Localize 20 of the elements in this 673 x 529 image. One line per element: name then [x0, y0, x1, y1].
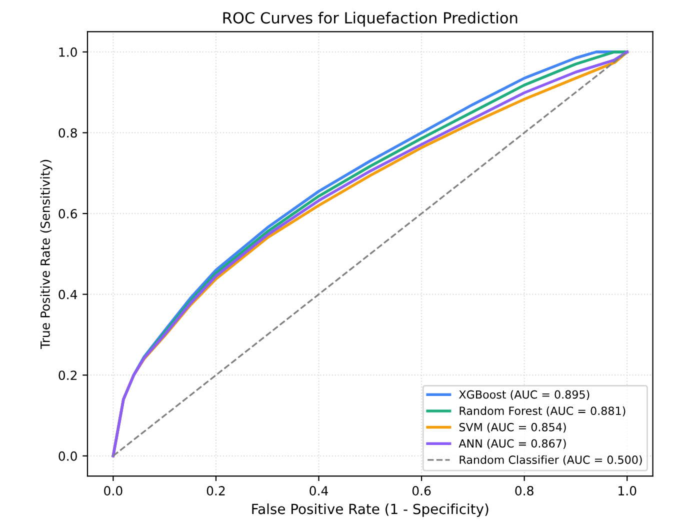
y-tick-label: 0.6	[58, 208, 77, 218]
legend-label: Random Classifier (AUC = 0.500)	[460, 455, 642, 466]
y-tick-label: 0.2	[58, 370, 77, 380]
y-tick-label: 1.0	[59, 47, 77, 57]
x-tick-label: 0.8	[515, 486, 534, 496]
x-tick-label: 0.2	[206, 486, 225, 496]
y-tick-label: 0.8	[58, 128, 77, 138]
x-axis-title: False Positive Rate (1 - Specificity)	[252, 503, 488, 517]
x-tick-label: 0.0	[104, 486, 122, 496]
chart-title: ROC Curves for Liquefaction Prediction	[223, 12, 518, 27]
legend-label: Random Forest (AUC = 0.881)	[460, 406, 626, 416]
x-tick-label: 1.0	[618, 486, 636, 496]
x-tick-label: 0.6	[412, 486, 431, 496]
y-tick-label: 0.0	[58, 451, 77, 461]
legend-label: XGBoost (AUC = 0.895)	[459, 390, 590, 400]
x-tick-label: 0.4	[310, 486, 328, 496]
y-tick-label: 0.4	[58, 290, 78, 300]
y-axis-title: True Positive Rate (Sensitivity)	[40, 160, 52, 350]
legend-label: ANN (AUC = 0.867)	[458, 439, 566, 449]
legend-label: SVM (AUC = 0.854)	[459, 422, 566, 433]
